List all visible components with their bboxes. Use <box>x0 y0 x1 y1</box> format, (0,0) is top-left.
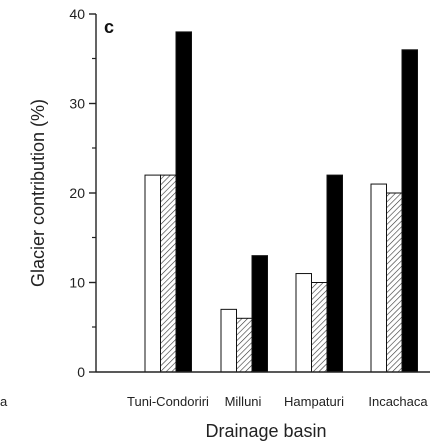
bar-black-hampaturi <box>326 174 343 373</box>
bar-white-milluni <box>220 308 237 373</box>
bar-white-tuni-condoriri <box>144 174 161 373</box>
bar-black-milluni <box>251 255 268 373</box>
x-category-label: Incachaca <box>368 394 428 409</box>
bar-white-hampaturi <box>295 273 312 373</box>
bar-white-incachaca <box>370 183 387 373</box>
bar-black-incachaca <box>401 49 418 373</box>
bar-hatched-milluni <box>236 317 253 373</box>
x-axis: Tuni-Condoriri Milluni Hampaturi Incachaca <box>96 371 430 409</box>
panel-label: c <box>104 17 114 37</box>
bar-hatched-hampaturi <box>311 282 328 373</box>
y-axis-title: Glacier contribution (%) <box>28 99 48 287</box>
bar-hatched-tuni-condoriri <box>160 174 177 373</box>
y-tick-label: 30 <box>69 96 85 112</box>
x-category-label: Milluni <box>225 394 262 409</box>
y-tick-label: 0 <box>77 364 85 380</box>
x-axis-title: Drainage basin <box>205 421 326 441</box>
x-category-label: Hampaturi <box>284 394 344 409</box>
y-tick-label: 40 <box>69 6 85 22</box>
y-tick-label: 20 <box>69 185 85 201</box>
left-edge-fragment: a <box>0 394 8 409</box>
bar-black-tuni-condoriri <box>175 31 192 373</box>
bar-hatched-incachaca <box>386 192 403 373</box>
x-category-label: Tuni-Condoriri <box>127 394 209 409</box>
bar-group <box>144 31 418 373</box>
y-tick-label: 10 <box>69 275 85 291</box>
y-axis: 0 10 20 30 40 <box>69 6 97 380</box>
